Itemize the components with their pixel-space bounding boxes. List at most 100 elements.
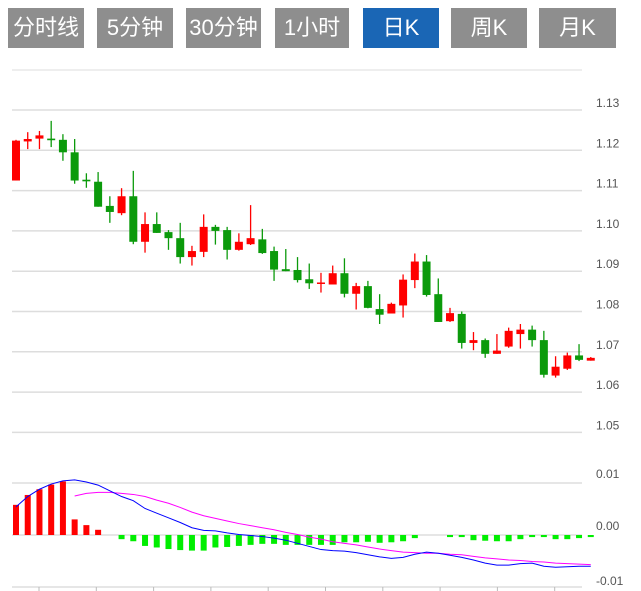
macd-bar-positive xyxy=(71,519,78,535)
macd-bar-negative xyxy=(165,535,172,550)
macd-bar-negative xyxy=(376,535,383,543)
macd-bar-negative xyxy=(271,535,278,544)
tab-30min[interactable]: 30分钟 xyxy=(186,8,261,48)
candle-down xyxy=(129,196,138,242)
macd-bar-negative xyxy=(177,535,184,551)
candle-up xyxy=(234,241,243,250)
candle-up xyxy=(141,224,150,242)
tab-5min[interactable]: 5分钟 xyxy=(97,8,173,48)
candle-up xyxy=(12,140,20,181)
macd-bar-negative xyxy=(564,535,571,540)
macd-bar-positive xyxy=(95,529,102,535)
macd-bar-negative xyxy=(552,535,559,540)
macd-bar-negative xyxy=(353,535,360,543)
macd-bar-positive xyxy=(24,494,31,535)
macd-bar-negative xyxy=(130,535,137,542)
macd-bar-negative xyxy=(493,535,500,542)
candle-down xyxy=(422,261,431,295)
dea-line xyxy=(74,491,591,566)
tab-weekly-k[interactable]: 周K xyxy=(451,8,527,48)
macd-bar-negative xyxy=(587,535,594,538)
candle-down xyxy=(575,355,584,360)
macd-bar-negative xyxy=(364,535,371,542)
price-axis-label: 1.11 xyxy=(596,177,619,191)
macd-bar-negative xyxy=(529,535,536,538)
candle-up xyxy=(586,357,595,361)
macd-bar-negative xyxy=(540,535,547,538)
candle-down xyxy=(375,309,384,315)
price-axis-label: 1.05 xyxy=(596,418,620,432)
price-axis-label: 1.13 xyxy=(596,96,620,110)
macd-axis-label: 0.01 xyxy=(596,467,620,481)
tab-daily-k[interactable]: 日K xyxy=(363,8,439,48)
candle-down xyxy=(258,239,267,254)
candle-up xyxy=(551,366,560,376)
candle-up xyxy=(316,282,325,284)
candle-down xyxy=(82,179,91,182)
candle-up xyxy=(492,350,501,354)
macd-bar-positive xyxy=(83,525,90,535)
candle-up xyxy=(352,286,361,294)
dif-line xyxy=(15,479,591,568)
macd-bar-negative xyxy=(306,535,313,545)
macd-bar-negative xyxy=(341,535,348,543)
macd-bar-negative xyxy=(259,535,266,544)
tab-intraday[interactable]: 分时线 xyxy=(8,8,84,48)
candle-down xyxy=(293,269,302,281)
macd-bar-positive xyxy=(13,504,19,535)
price-axis-label: 1.07 xyxy=(596,338,620,352)
candle-up xyxy=(516,329,525,335)
tab-monthly-k[interactable]: 月K xyxy=(539,8,616,48)
macd-bar-negative xyxy=(458,535,465,538)
macd-bar-negative xyxy=(317,535,324,545)
tab-1hour[interactable]: 1小时 xyxy=(275,8,349,48)
candle-down xyxy=(176,238,185,258)
macd-bar-negative xyxy=(517,535,524,540)
macd-bar-negative xyxy=(411,535,418,539)
price-axis-label: 1.10 xyxy=(596,217,620,231)
candle-up xyxy=(187,251,196,258)
candle-down xyxy=(211,226,220,231)
candle-up xyxy=(410,261,419,281)
candle-down xyxy=(434,294,443,322)
macd-axis-label: -0.01 xyxy=(596,574,624,588)
candle-down xyxy=(528,329,537,341)
candle-down xyxy=(152,224,161,233)
macd-bar-negative xyxy=(576,535,583,539)
macd-bar-negative xyxy=(142,535,149,546)
macd-bar-negative xyxy=(505,535,512,542)
candle-up xyxy=(399,279,408,306)
candle-down xyxy=(481,340,490,354)
macd-bar-negative xyxy=(247,535,254,545)
macd-bar-negative xyxy=(118,535,125,540)
price-axis-label: 1.08 xyxy=(596,298,620,312)
macd-bar-negative xyxy=(200,535,207,551)
candle-down xyxy=(363,286,372,308)
macd-bar-positive xyxy=(36,489,43,535)
price-axis-label: 1.09 xyxy=(596,257,620,271)
candle-up xyxy=(469,340,478,343)
candle-down xyxy=(281,269,290,272)
candle-down xyxy=(305,279,314,284)
macd-bar-negative xyxy=(188,535,195,551)
candle-down xyxy=(539,340,548,375)
macd-bar-negative xyxy=(294,535,301,545)
candle-down xyxy=(94,181,103,207)
candle-down xyxy=(70,152,79,181)
macd-bar-negative xyxy=(235,535,242,546)
macd-axis-label: 0.00 xyxy=(596,519,620,533)
macd-bar-negative xyxy=(224,535,231,547)
macd-bar-negative xyxy=(153,535,160,548)
macd-bar-negative xyxy=(388,535,395,543)
candle-up xyxy=(246,238,255,245)
candle-up xyxy=(446,313,455,322)
candle-up xyxy=(199,226,208,252)
candle-down xyxy=(105,205,114,212)
macd-bar-positive xyxy=(59,481,66,535)
candle-down xyxy=(340,273,349,294)
candle-down xyxy=(457,313,466,343)
candle-down xyxy=(270,251,279,270)
price-axis-label: 1.06 xyxy=(596,378,620,392)
candle-up xyxy=(563,355,572,369)
